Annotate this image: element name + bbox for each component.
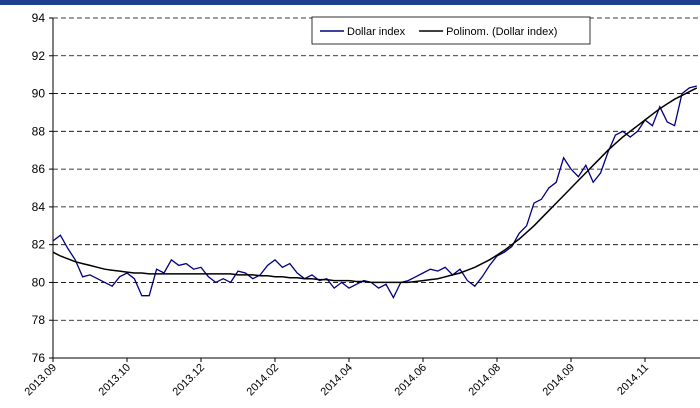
y-tick-label: 78 (32, 313, 46, 327)
y-tick-label: 92 (32, 49, 46, 63)
y-tick-label: 86 (32, 162, 46, 176)
x-tick-label: 2014.04 (319, 362, 356, 399)
x-tick-label: 2013.12 (171, 362, 208, 399)
x-tick-label: 2014.11 (615, 362, 651, 398)
y-tick-label: 88 (32, 124, 46, 138)
x-tick-label: 2013.10 (97, 362, 134, 399)
series-line (52, 87, 698, 284)
x-tick-label: 2014.02 (245, 362, 282, 399)
y-tick-label: 94 (32, 11, 46, 25)
y-tick-label: 90 (32, 87, 46, 101)
y-tick-label: 80 (32, 275, 46, 289)
series-line (52, 85, 697, 300)
x-tick-label: 2014.09 (541, 362, 578, 399)
legend-box (311, 16, 591, 45)
legend-label: Polinom. (Dollar index) (446, 26, 557, 38)
top-bar (0, 0, 700, 5)
y-tick-label: 82 (32, 238, 46, 252)
legend: Dollar index Polinom. (Dollar index) (311, 16, 591, 45)
x-tick-label: 2014.06 (393, 362, 430, 399)
y-tick-label: 84 (32, 200, 46, 214)
y-tick-label: 76 (32, 351, 46, 365)
x-tick-label: 2013.09 (23, 362, 60, 399)
legend-label: Dollar index (347, 26, 406, 38)
x-tick-label: 2014.08 (467, 362, 504, 399)
